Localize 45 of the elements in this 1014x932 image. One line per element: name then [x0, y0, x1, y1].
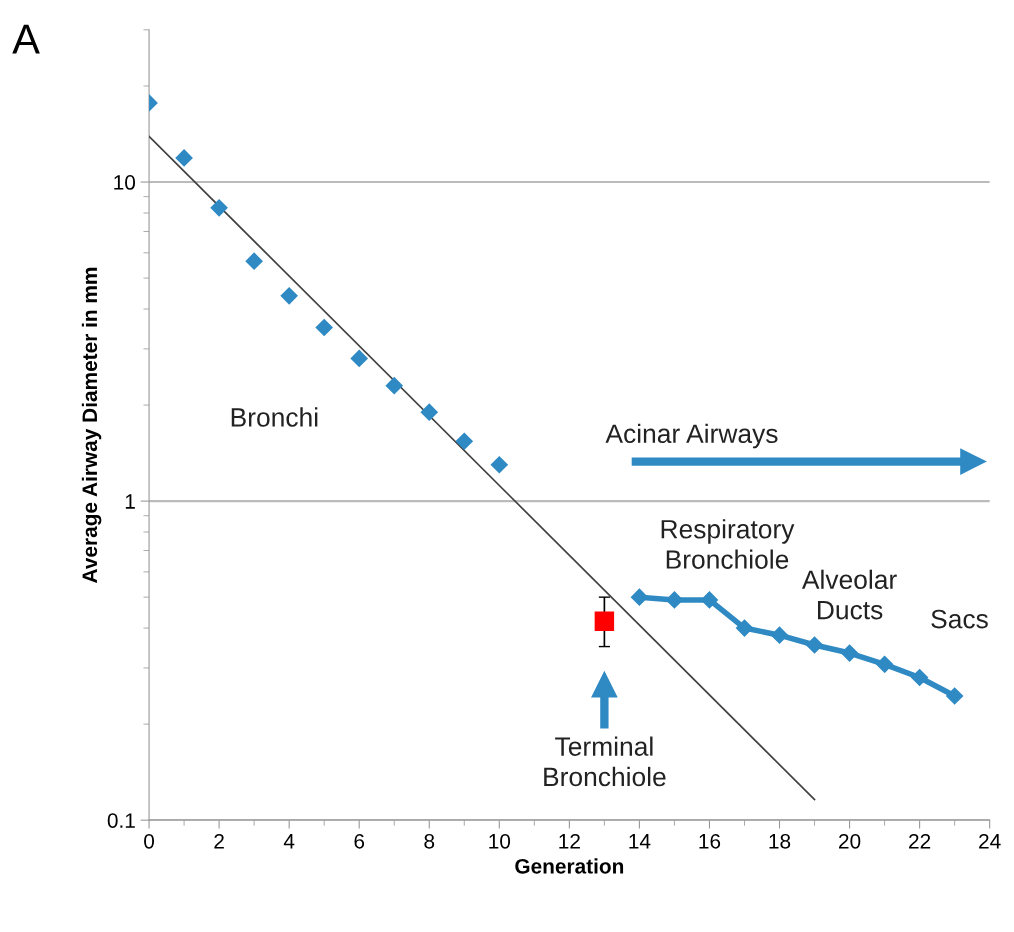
y-axis-title: Average Airway Diameter in mm: [81, 267, 102, 583]
point: [770, 626, 789, 644]
x-tick-label: 0: [144, 833, 155, 849]
point: [280, 287, 298, 305]
annotation: Sacs: [931, 609, 988, 629]
point: [350, 349, 368, 367]
annotation: Respiratory Bronchiole: [661, 519, 795, 569]
x-tick-label: 24: [979, 833, 1001, 849]
point: [946, 687, 964, 705]
point: [245, 252, 263, 270]
y-tick-label: 0.1: [107, 813, 135, 828]
point: [841, 644, 859, 662]
point: [315, 318, 333, 337]
x-tick-label: 4: [283, 834, 295, 849]
point: [420, 403, 438, 421]
annotation: Bronchi: [231, 407, 318, 427]
x-tick-label: 18: [769, 833, 791, 849]
point: [455, 432, 473, 450]
x-tick-label: 22: [909, 833, 931, 849]
x-tick-label: 2: [214, 833, 224, 849]
point: [735, 619, 754, 637]
point: [805, 636, 824, 654]
x-tick-label: 20: [839, 833, 861, 849]
point: [175, 149, 193, 167]
x-tick-label: 8: [424, 833, 435, 849]
x-tick-label: 10: [489, 833, 511, 849]
point: [210, 199, 228, 217]
chart-title: A: [12, 24, 40, 54]
annotation: Acinar Airways: [605, 423, 778, 449]
annotation: Terminal Bronchiole: [544, 736, 666, 787]
x-tick-label: 6: [354, 833, 365, 849]
x-tick-label: 12: [559, 833, 580, 849]
point: [594, 611, 615, 632]
annotation: Alveolar Ducts: [801, 569, 897, 620]
point: [490, 456, 508, 474]
y-tick-label: 10: [114, 175, 136, 190]
point: [876, 655, 894, 673]
point: [630, 588, 648, 606]
point: [385, 377, 403, 395]
point: [911, 668, 929, 687]
x-tick-label: 14: [629, 834, 651, 849]
x-tick-label: 16: [699, 833, 721, 849]
x-axis-title: Generation: [515, 858, 624, 874]
y-tick-label: 1: [125, 494, 135, 509]
point: [665, 591, 683, 609]
